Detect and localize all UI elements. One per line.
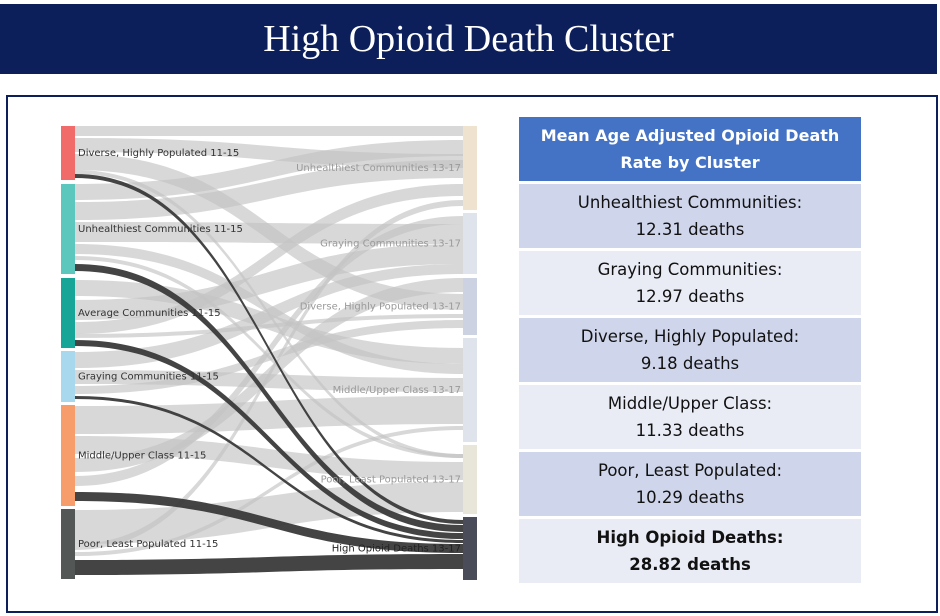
sankey-node-label-right: Middle/Upper Class 13-17 <box>333 385 461 396</box>
sankey-node-right <box>463 445 477 514</box>
rate-table: Mean Age Adjusted Opioid Death Rate by C… <box>519 117 861 586</box>
rate-row: Middle/Upper Class: 11.33 deaths <box>519 385 861 449</box>
sankey-link <box>75 184 463 334</box>
sankey-node-right <box>463 213 477 274</box>
sankey-node-left <box>61 184 75 274</box>
sankey-link <box>75 140 463 200</box>
death-rate-value: 12.31 deaths <box>635 220 745 239</box>
sankey-node-label-right: Graying Communities 13-17 <box>320 239 461 250</box>
death-rate-value: 10.29 deaths <box>635 488 745 507</box>
sankey-node-label-left: Unhealthiest Communities 11-15 <box>78 224 243 235</box>
sankey-node-label-left: Poor, Least Populated 11-15 <box>78 539 218 550</box>
rate-row: Unhealthiest Communities: 12.31 deaths <box>519 184 861 248</box>
rate-row: High Opioid Deaths: 28.82 deaths <box>519 519 861 583</box>
rate-row: Graying Communities: 12.97 deaths <box>519 251 861 315</box>
death-rate-value: 12.97 deaths <box>635 287 745 306</box>
cluster-name: Diverse, Highly Populated: <box>580 327 800 346</box>
rate-row: Diverse, Highly Populated: 9.18 deaths <box>519 318 861 382</box>
sankey-link-high-opioid <box>75 396 463 543</box>
sankey-link-high-opioid <box>75 264 463 532</box>
sankey-node-label-right: Diverse, Highly Populated 13-17 <box>300 302 461 313</box>
cluster-name: Graying Communities: <box>597 260 783 279</box>
cluster-name: High Opioid Deaths: <box>596 528 784 547</box>
sankey-link <box>75 426 463 556</box>
sankey-node-left <box>61 126 75 180</box>
sankey-link <box>75 264 463 368</box>
cluster-name: Poor, Least Populated: <box>597 461 783 480</box>
sankey-diagram: Diverse, Highly Populated 11-15 Unhealthi… <box>61 126 477 580</box>
sankey-link <box>75 396 463 434</box>
sankey-node-label-left: Diverse, Highly Populated 11-15 <box>78 148 239 159</box>
sankey-node-label-right: High Opioid Deaths 13-17 <box>332 544 461 555</box>
sankey-node-label-right: Poor, Least Populated 13-17 <box>321 475 461 486</box>
sankey-node-right <box>463 517 477 580</box>
sankey-node-left <box>61 405 75 506</box>
table-header: Mean Age Adjusted Opioid Death Rate by C… <box>519 117 861 181</box>
death-rate-value: 9.18 deaths <box>640 354 740 373</box>
sankey-node-left <box>61 278 75 348</box>
sankey-link <box>75 160 463 220</box>
death-rate-value: 28.82 deaths <box>629 555 751 574</box>
sankey-link-high-opioid <box>75 554 463 575</box>
sankey-node-right <box>463 338 477 442</box>
sankey-node-left <box>61 351 75 402</box>
sankey-link <box>75 320 463 394</box>
sankey-link <box>75 314 463 338</box>
sankey-link <box>75 200 463 550</box>
sankey-link <box>75 244 463 320</box>
sankey-link <box>75 126 463 136</box>
sankey-node-right <box>463 278 477 335</box>
cluster-name: Unhealthiest Communities: <box>577 193 803 212</box>
rate-row: Poor, Least Populated: 10.29 deaths <box>519 452 861 516</box>
sankey-link-high-opioid <box>75 492 463 553</box>
sankey-node-right <box>463 126 477 210</box>
page-title: High Opioid Death Cluster <box>0 4 937 74</box>
sankey-node-label-left: Middle/Upper Class 11-15 <box>78 451 206 462</box>
sankey-node-label-left: Average Communities 11-15 <box>78 308 221 319</box>
table-rows: Unhealthiest Communities: 12.31 deaths Gra… <box>519 184 861 583</box>
cluster-name: Middle/Upper Class: <box>607 394 773 413</box>
death-rate-value: 11.33 deaths <box>635 421 745 440</box>
sankey-link-high-opioid <box>75 340 463 539</box>
sankey-node-left <box>61 509 75 579</box>
sankey-link-high-opioid <box>75 174 463 524</box>
sankey-node-label-left: Graying Communities 11-15 <box>78 372 219 383</box>
sankey-node-label-right: Unhealthiest Communities 13-17 <box>296 163 461 174</box>
